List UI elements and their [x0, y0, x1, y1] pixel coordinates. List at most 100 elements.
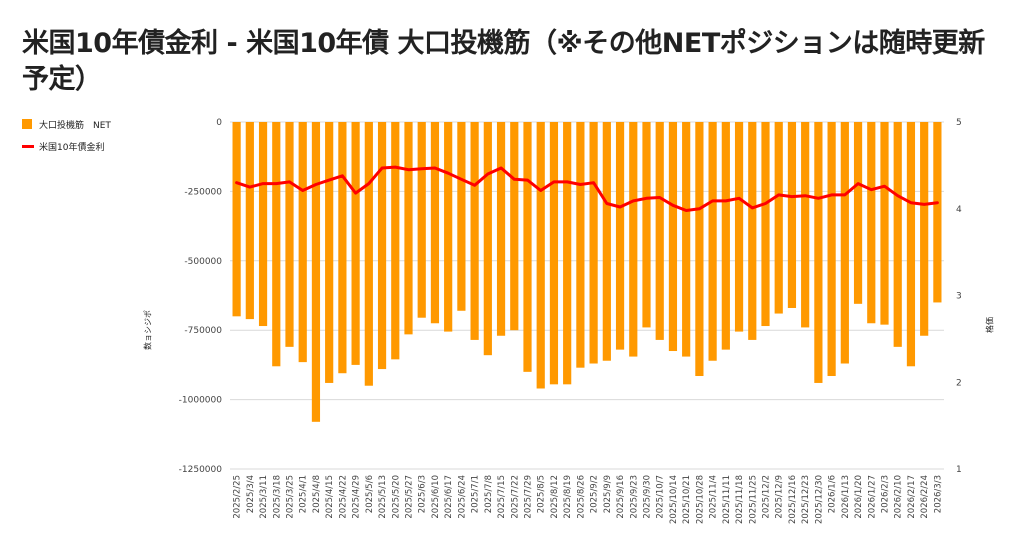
bar: [364, 122, 373, 386]
line-point: [301, 189, 304, 192]
bar: [311, 122, 321, 422]
line-point: [380, 166, 384, 170]
line-point: [275, 182, 278, 185]
bar: [351, 122, 360, 365]
x-tick-label: 2025/9/23: [629, 475, 639, 519]
bar: [721, 122, 730, 350]
left-tick-label: 0: [216, 118, 222, 128]
left-tick-label: -250000: [184, 187, 222, 197]
bar: [391, 122, 400, 360]
line-point: [856, 182, 860, 185]
right-tick-label: 3: [956, 292, 962, 302]
x-tick-label: 2026/1/27: [867, 475, 877, 519]
bar: [920, 122, 929, 336]
bar: [880, 122, 889, 325]
left-tick-label: -750000: [184, 326, 222, 336]
x-tick-label: 2025/6/10: [431, 475, 441, 519]
bar: [708, 122, 717, 361]
line-point: [354, 191, 357, 195]
line-point: [645, 197, 648, 200]
x-tick-label: 2025/4/22: [338, 475, 348, 519]
line-point: [843, 193, 847, 197]
x-tick-label: 2025/7/22: [510, 475, 520, 519]
line-point: [288, 180, 291, 184]
x-tick-label: 2026/2/3: [881, 475, 891, 513]
bar: [695, 122, 704, 377]
x-tick-label: 2025/12/30: [814, 475, 824, 524]
line-point: [936, 201, 939, 204]
legend: 大口投機筋 NET 米国10年債金利: [22, 116, 111, 160]
x-tick-label: 2025/4/8: [312, 475, 322, 513]
x-tick-label: 2026/2/24: [920, 475, 930, 519]
bar: [602, 122, 611, 361]
bar: [933, 122, 942, 303]
x-tick-label: 2025/5/27: [405, 475, 415, 519]
bar: [232, 122, 241, 317]
bar: [801, 122, 810, 328]
line-point: [803, 194, 807, 197]
x-tick-label: 2025/10/14: [669, 475, 679, 524]
left-tick-label: -500000: [184, 257, 222, 267]
line-point: [922, 203, 926, 206]
bar: [325, 122, 334, 383]
chart-title: 米国10年債金利 - 米国10年債 大口投機筋（※その他NETポジションは随時更…: [22, 28, 985, 95]
x-tick-label: 2025/7/29: [524, 475, 534, 519]
line-point: [513, 178, 516, 181]
line-point: [327, 178, 331, 182]
bar: [748, 122, 757, 340]
bar: [787, 122, 797, 308]
line-point: [592, 181, 595, 184]
x-tick-label: 2025/2/25: [233, 475, 243, 519]
left-tick-label: -1000000: [179, 396, 223, 406]
x-tick-label: 2025/3/18: [272, 475, 282, 519]
line-point: [486, 172, 490, 176]
line-point: [460, 178, 463, 181]
legend-item-bar: 大口投機筋 NET: [22, 116, 111, 132]
bar: [814, 122, 823, 383]
x-tick-label: 2025/6/3: [418, 475, 428, 513]
line-point: [737, 197, 741, 200]
line-path: [235, 165, 939, 212]
line-point: [565, 180, 569, 184]
line-point: [407, 168, 410, 171]
line-point: [605, 202, 609, 205]
line-point: [790, 195, 794, 198]
bar: [510, 122, 519, 331]
line-point: [817, 197, 820, 200]
bar: [867, 122, 876, 324]
legend-bar-label: 大口投機筋 NET: [39, 120, 111, 131]
bar: [853, 122, 863, 304]
bar: [629, 122, 638, 357]
line-point: [671, 204, 675, 207]
line-point: [724, 199, 728, 203]
bar: [470, 122, 479, 340]
x-tick-label: 2025/10/21: [682, 475, 692, 524]
bar: [404, 122, 413, 335]
bar: [563, 122, 572, 385]
x-tick-label: 2025/5/13: [378, 475, 388, 519]
left-tick-label: -1250000: [179, 465, 223, 475]
bar: [761, 122, 770, 327]
x-tick-label: 2025/8/19: [563, 475, 573, 519]
x-tick-label: 2025/11/18: [735, 475, 745, 524]
bar: [457, 122, 466, 311]
bar: [734, 122, 744, 332]
bar: [245, 122, 254, 320]
x-tick-label: 2025/12/23: [801, 475, 811, 524]
line-series: [235, 165, 939, 212]
x-tick-label: 2026/3/3: [933, 475, 943, 513]
line-point: [896, 194, 899, 197]
bar: [536, 122, 545, 389]
bar-series: [232, 122, 942, 422]
x-tick-label: 2026/2/17: [907, 475, 917, 519]
bar: [338, 122, 347, 374]
bar: [549, 122, 559, 385]
bar: [589, 122, 598, 364]
bar: [298, 122, 307, 363]
bar: [285, 122, 294, 347]
line-point: [433, 166, 437, 170]
axis-layer: 0 -250000 -500000 -750000 -1000000 -1250000 5 4…: [179, 118, 962, 524]
right-tick-label: 4: [956, 205, 962, 215]
x-tick-label: 2025/9/16: [616, 475, 626, 519]
x-tick-label: 2025/11/11: [722, 475, 732, 524]
